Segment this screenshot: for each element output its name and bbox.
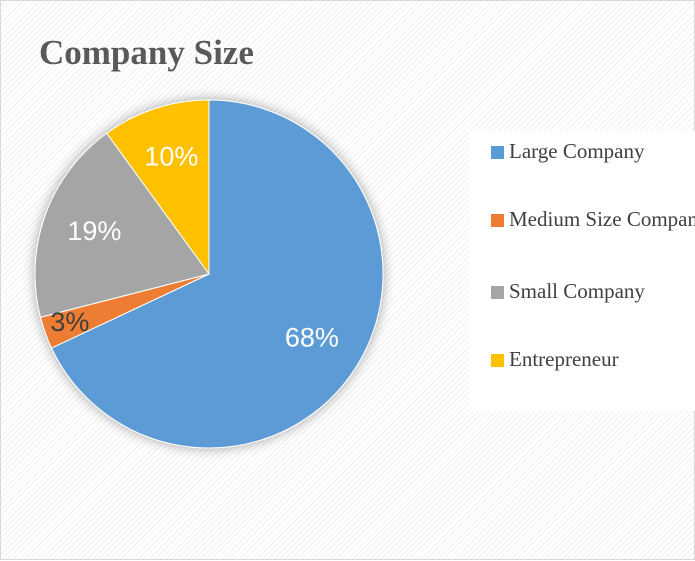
slices (34, 99, 384, 449)
legend: Large Company Medium Size Company Small Co… (469, 131, 695, 411)
value-label: 3% (50, 307, 89, 337)
legend-item: Medium Size Company (491, 207, 695, 231)
value-label: 19% (67, 216, 121, 246)
value-label: 10% (144, 141, 198, 171)
legend-swatch (491, 214, 504, 227)
chart-title: Company Size (39, 33, 254, 72)
legend-item: Large Company (491, 139, 695, 163)
legend-swatch (491, 286, 504, 299)
legend-swatch (491, 354, 504, 367)
legend-item: Small Company (491, 279, 695, 303)
legend-label: Entrepreneur (509, 347, 619, 371)
legend-label: Medium Size Company (509, 207, 695, 231)
legend-swatch (491, 146, 504, 159)
legend-label: Small Company (509, 279, 645, 303)
legend-item: Entrepreneur (491, 347, 695, 371)
pie-slice (34, 132, 210, 318)
value-label: 68% (285, 322, 339, 352)
pie-slice (106, 99, 210, 276)
value-labels: 68% 3% 19% 10% (50, 141, 339, 352)
legend-label: Large Company (509, 139, 645, 163)
pie-slice (50, 99, 384, 449)
